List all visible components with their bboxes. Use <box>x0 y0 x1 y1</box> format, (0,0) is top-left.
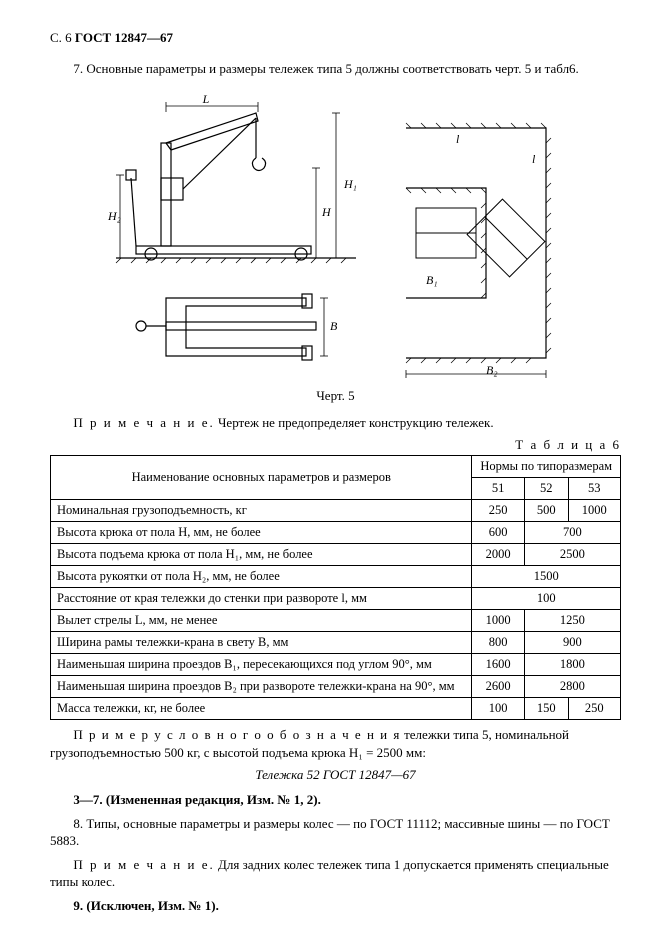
dim-H1: H₁ <box>343 177 357 191</box>
dim-H: H <box>321 205 332 219</box>
row-value: 250 <box>472 500 524 522</box>
table-row: Вылет стрелы L, мм, не менее10001250 <box>51 610 621 632</box>
note-2: П р и м е ч а н и е. Для задних колес те… <box>50 856 621 891</box>
row-value: 2800 <box>524 676 620 698</box>
row-name: Вылет стрелы L, мм, не менее <box>51 610 472 632</box>
dim-L: L <box>201 92 209 106</box>
dim-l-side: l <box>532 152 536 166</box>
row-value: 2500 <box>524 544 620 566</box>
standard-number: ГОСТ 12847—67 <box>75 30 173 45</box>
row-name: Расстояние от края тележки до стенки при… <box>51 588 472 610</box>
dim-H2: H₂ <box>107 209 121 223</box>
table-title: Т а б л и ц а 6 <box>50 437 621 453</box>
row-name: Высота рукоятки от пола H₂, мм, не более <box>51 566 472 588</box>
row-value: 2600 <box>472 676 524 698</box>
row-value: 2000 <box>472 544 524 566</box>
table-row: Ширина рамы тележки-крана в свету B, мм8… <box>51 632 621 654</box>
table-row: Высота рукоятки от пола H₂, мм, не более… <box>51 566 621 588</box>
row-value: 1500 <box>472 566 621 588</box>
table-row: Высота подъема крюка от пола H₁, мм, не … <box>51 544 621 566</box>
row-value: 1000 <box>472 610 524 632</box>
paragraph-3-7: 3—7. (Измененная редакция, Изм. № 1, 2). <box>50 791 621 809</box>
example-intro: П р и м е р у с л о в н о г о о б о з н … <box>50 726 621 761</box>
type-col: 52 <box>524 478 568 500</box>
dim-B2: B₂ <box>486 363 498 377</box>
paragraph-7: 7. Основные параметры и размеры тележек … <box>50 60 621 78</box>
table-row: Масса тележки, кг, не более100150250 <box>51 698 621 720</box>
row-value: 150 <box>524 698 568 720</box>
figure-note: П р и м е ч а н и е. Чертеж не предопред… <box>50 414 621 432</box>
page-header: С. 6 ГОСТ 12847—67 <box>50 30 621 46</box>
table-row: Наименьшая ширина проездов B₂ при развор… <box>51 676 621 698</box>
row-value: 1800 <box>524 654 620 676</box>
table-6: Наименование основных параметров и разме… <box>50 455 621 720</box>
row-value: 500 <box>524 500 568 522</box>
paragraph-8: 8. Типы, основные параметры и размеры ко… <box>50 815 621 850</box>
row-value: 900 <box>524 632 620 654</box>
row-name: Высота подъема крюка от пола H₁, мм, не … <box>51 544 472 566</box>
note-label: П р и м е ч а н и е. <box>73 415 214 430</box>
table-row: Наименьшая ширина проездов B₁, пересекаю… <box>51 654 621 676</box>
note-text: Чертеж не предопределяет конструкцию тел… <box>218 415 494 430</box>
row-value: 1600 <box>472 654 524 676</box>
row-value: 1250 <box>524 610 620 632</box>
col-norms: Нормы по типоразмерам <box>472 456 621 478</box>
drawing-chert-5: L H₁ H H₂ B <box>106 88 566 388</box>
row-name: Номинальная грузоподъемность, кг <box>51 500 472 522</box>
dim-l-top: l <box>456 132 460 146</box>
row-value: 250 <box>568 698 620 720</box>
row-value: 100 <box>472 588 621 610</box>
row-value: 600 <box>472 522 524 544</box>
example-designation: Тележка 52 ГОСТ 12847—67 <box>50 767 621 783</box>
figure-5: L H₁ H H₂ B <box>50 88 621 404</box>
type-col: 53 <box>568 478 620 500</box>
note2-label: П р и м е ч а н и е. <box>73 857 214 872</box>
example-sp: П р и м е р у с л о в н о г о о б о з н … <box>73 727 400 742</box>
row-name: Масса тележки, кг, не более <box>51 698 472 720</box>
row-value: 700 <box>524 522 620 544</box>
row-name: Наименьшая ширина проездов B₂ при развор… <box>51 676 472 698</box>
paragraph-9: 9. (Исключен, Изм. № 1). <box>50 897 621 915</box>
row-name: Высота крюка от пола H, мм, не более <box>51 522 472 544</box>
table-row: Номинальная грузоподъемность, кг25050010… <box>51 500 621 522</box>
row-name: Наименьшая ширина проездов B₁, пересекаю… <box>51 654 472 676</box>
table-row: Высота крюка от пола H, мм, не более6007… <box>51 522 621 544</box>
figure-caption: Черт. 5 <box>50 388 621 404</box>
row-name: Ширина рамы тележки-крана в свету B, мм <box>51 632 472 654</box>
table-row: Расстояние от края тележки до стенки при… <box>51 588 621 610</box>
dim-B: B <box>330 319 338 333</box>
page-number: С. 6 <box>50 30 72 45</box>
row-value: 1000 <box>568 500 620 522</box>
row-value: 100 <box>472 698 524 720</box>
row-value: 800 <box>472 632 524 654</box>
type-col: 51 <box>472 478 524 500</box>
col-name: Наименование основных параметров и разме… <box>51 456 472 500</box>
dim-B1: B₁ <box>426 273 438 287</box>
